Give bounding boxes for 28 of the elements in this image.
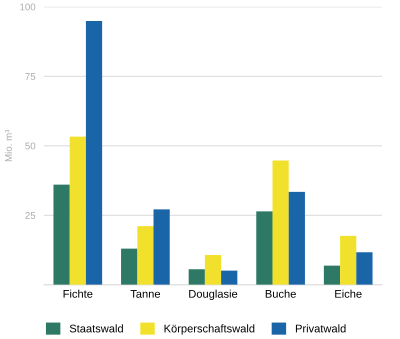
x-tick-label: Tanne	[130, 290, 160, 298]
x-tick-label: Fichte	[64, 290, 92, 298]
bar	[70, 136, 86, 285]
bar	[340, 236, 356, 285]
legend-label: Privatwald	[296, 324, 346, 332]
y-tick-label: 25	[25, 212, 36, 219]
bar	[154, 209, 170, 285]
bar	[188, 269, 205, 285]
bar	[53, 184, 70, 285]
y-tick-label: 50	[25, 142, 36, 150]
x-tick-label: Buche	[266, 290, 296, 298]
bar	[221, 270, 238, 285]
bar	[256, 211, 272, 285]
y-tick-label: 75	[25, 73, 36, 80]
bar	[204, 255, 222, 285]
legend-label: Staatswald	[70, 324, 123, 332]
x-tick-label: Eiche	[335, 290, 362, 298]
bar	[288, 192, 305, 285]
bar	[272, 160, 289, 285]
bar	[324, 266, 340, 285]
bar	[137, 226, 154, 285]
y-tick-label: 100	[20, 4, 36, 10]
bar	[356, 252, 373, 285]
x-tick-label: Douglasie	[189, 290, 238, 300]
bar	[86, 20, 102, 285]
legend-label: Körperschaftswald	[164, 324, 254, 335]
bar	[121, 248, 138, 285]
y-axis-title: Mio. m³	[4, 130, 12, 162]
